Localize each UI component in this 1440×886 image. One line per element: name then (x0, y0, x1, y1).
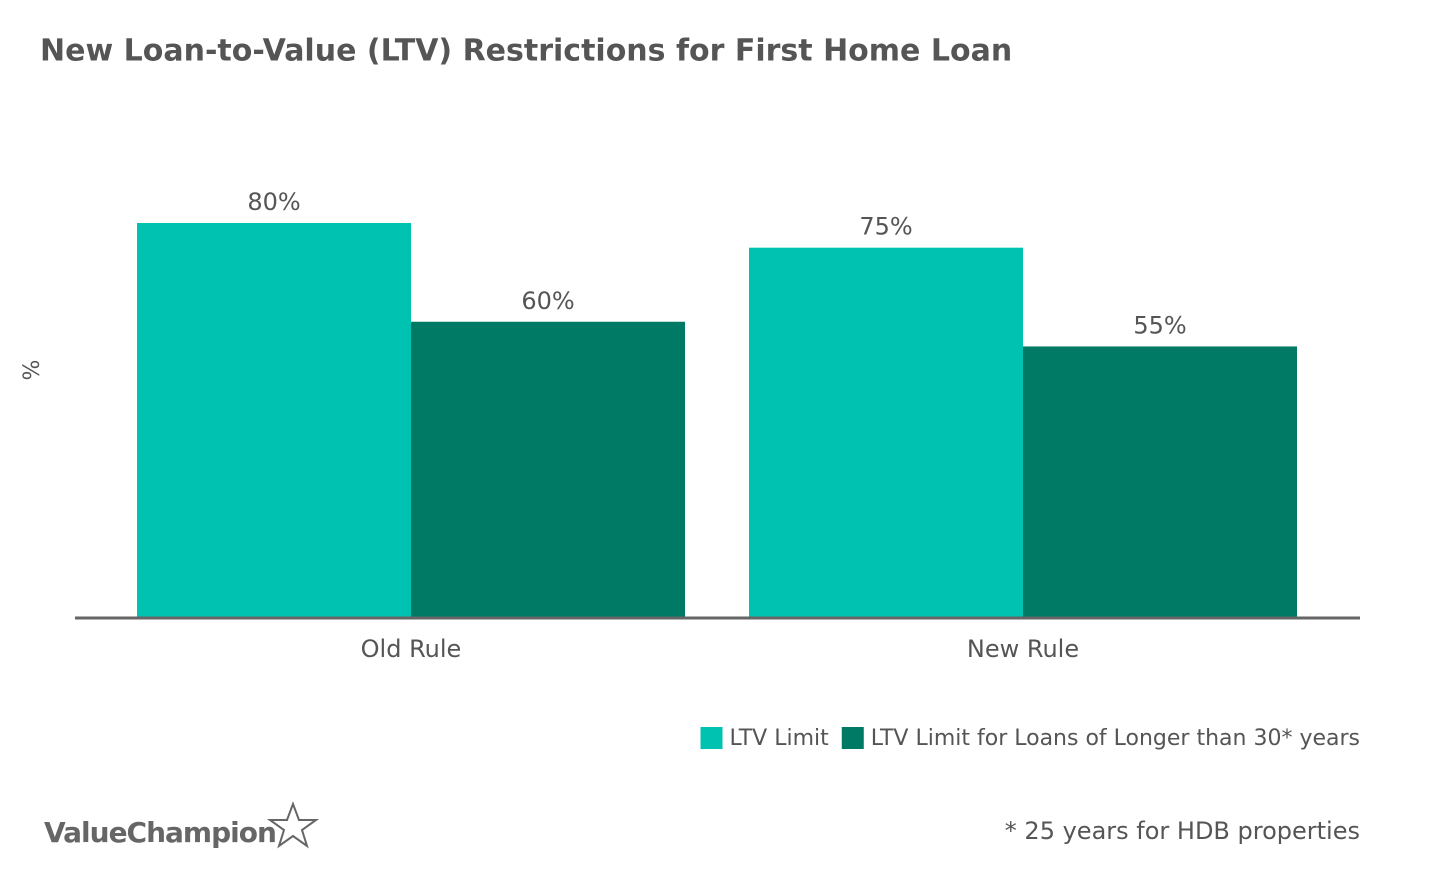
footnote: * 25 years for HDB properties (1005, 817, 1360, 845)
value-label: 75% (859, 213, 912, 241)
legend-label: LTV Limit for Loans of Longer than 30* y… (871, 726, 1360, 751)
bar (411, 321, 685, 618)
logo-star (266, 801, 320, 849)
value-label: 60% (521, 287, 574, 315)
chart-title: New Loan-to-Value (LTV) Restrictions for… (40, 34, 1012, 69)
legend-label: LTV Limit (730, 726, 830, 751)
value-label: 55% (1133, 311, 1186, 339)
legend-swatch (841, 727, 864, 749)
y-axis-label: % (20, 360, 45, 381)
logo: ValueChampion (44, 816, 276, 849)
value-label: 80% (247, 188, 300, 216)
bar (1023, 346, 1297, 618)
bar (749, 247, 1023, 618)
x-tick-label: New Rule (967, 635, 1079, 663)
legend-swatch (700, 727, 723, 749)
bar (137, 223, 411, 618)
x-tick-label: Old Rule (361, 635, 462, 663)
